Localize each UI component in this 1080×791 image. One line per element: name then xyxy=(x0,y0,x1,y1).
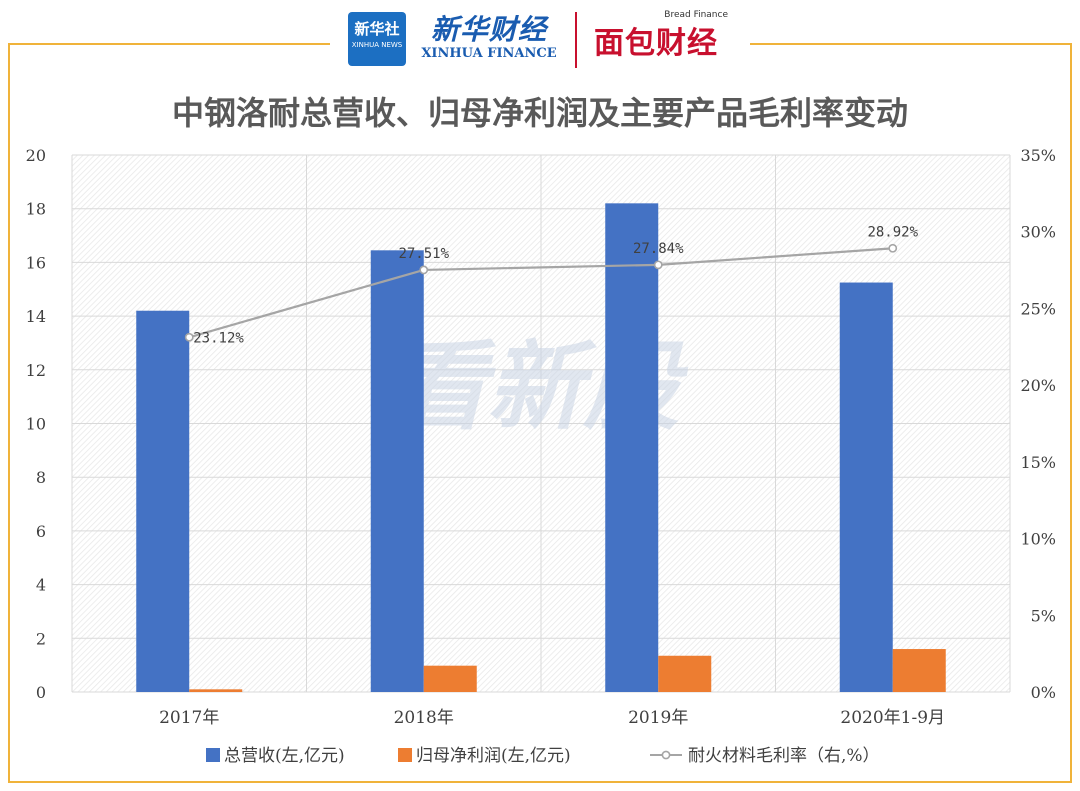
revenue-bar xyxy=(605,203,659,692)
margin-series-line xyxy=(188,247,893,339)
xinhua-news-logo-text: 新华社 xyxy=(354,20,400,38)
xinhua-news-logo: 新华社 XINHUA NEWS xyxy=(348,12,406,66)
profit-bar xyxy=(189,689,243,692)
y-axis-right: 0% 5% 10% 15% 20% 25% 30% 35% xyxy=(1020,146,1056,702)
profit-bar xyxy=(423,665,477,692)
revenue-bar xyxy=(839,282,893,692)
y-right-tick-label: 15% xyxy=(1020,453,1056,472)
legend-revenue-label: 总营收(左,亿元) xyxy=(224,746,345,766)
y-left-tick-label: 16 xyxy=(26,253,46,272)
chart-title: 中钢洛耐总营收、归母净利润及主要产品毛利率变动 xyxy=(172,94,908,132)
frame-top-right xyxy=(750,43,1072,45)
frame-left xyxy=(8,43,10,783)
y-right-tick-label: 0% xyxy=(1031,683,1056,702)
x-tick-label: 2020年1-9月 xyxy=(840,708,945,728)
revenue-bar xyxy=(136,310,190,692)
y-left-tick-label: 2 xyxy=(36,629,46,648)
y-right-tick-label: 5% xyxy=(1031,606,1056,625)
xinhua-news-logo-en: XINHUA NEWS xyxy=(351,41,403,49)
legend-margin-marker xyxy=(661,750,671,760)
xinhua-finance-cn: 新华财经 xyxy=(430,13,547,46)
y-axis-left: 0 2 4 6 8 10 12 14 16 18 20 xyxy=(26,146,46,702)
margin-point xyxy=(419,265,429,275)
bread-finance-en: Bread Finance xyxy=(664,10,728,20)
frame-right xyxy=(1070,43,1072,783)
margin-point xyxy=(653,260,663,270)
legend: 总营收(左,亿元) 归母净利润(左,亿元) 耐火材料毛利率（右,%） xyxy=(206,746,880,766)
frame-bottom xyxy=(8,781,1072,783)
y-left-tick-label: 10 xyxy=(26,415,46,434)
y-left-tick-label: 0 xyxy=(36,683,46,702)
y-left-tick-label: 12 xyxy=(26,361,46,380)
margin-line: 23.12% 27.51% 27.84% 28.92% xyxy=(184,224,919,346)
y-left-tick-label: 6 xyxy=(36,522,46,541)
x-tick-label: 2018年 xyxy=(394,708,454,728)
profit-bar xyxy=(892,649,946,692)
margin-data-label: 28.92% xyxy=(867,224,918,240)
x-tick-label: 2017年 xyxy=(159,708,219,728)
margin-data-label: 27.84% xyxy=(633,241,684,257)
frame-top-left xyxy=(8,43,330,45)
margin-point xyxy=(184,332,194,342)
y-right-tick-label: 25% xyxy=(1020,299,1056,318)
logo-separator xyxy=(575,12,577,68)
x-tick-label: 2019年 xyxy=(628,708,688,728)
legend-profit-swatch xyxy=(398,748,412,762)
y-left-tick-label: 18 xyxy=(26,200,46,219)
margin-data-label: 23.12% xyxy=(193,330,244,346)
xinhua-finance-logo: 新华财经 XINHUA FINANCE xyxy=(414,8,564,61)
bread-finance-cn: 面包财经 xyxy=(594,26,718,61)
legend-profit-label: 归母净利润(左,亿元) xyxy=(416,746,571,766)
y-left-tick-label: 20 xyxy=(26,146,46,165)
y-right-tick-label: 20% xyxy=(1020,376,1056,395)
bread-finance-logo: Bread Finance 面包财经 xyxy=(594,10,744,62)
y-right-tick-label: 30% xyxy=(1020,223,1056,242)
profit-bar xyxy=(658,655,712,692)
legend-revenue-swatch xyxy=(206,748,220,762)
xinhua-finance-en: XINHUA FINANCE xyxy=(421,46,557,61)
legend-margin-label: 耐火材料毛利率（右,%） xyxy=(688,746,880,766)
y-right-tick-label: 10% xyxy=(1020,530,1056,549)
y-right-tick-label: 35% xyxy=(1020,146,1056,165)
y-left-tick-label: 14 xyxy=(26,307,46,326)
margin-point xyxy=(888,243,898,253)
revenue-bar xyxy=(370,250,424,692)
x-axis: 2017年 2018年 2019年 2020年1-9月 xyxy=(159,708,945,728)
y-left-tick-label: 8 xyxy=(36,468,46,487)
margin-data-label: 27.51% xyxy=(398,246,449,262)
y-left-tick-label: 4 xyxy=(36,576,46,595)
bars xyxy=(136,203,946,692)
